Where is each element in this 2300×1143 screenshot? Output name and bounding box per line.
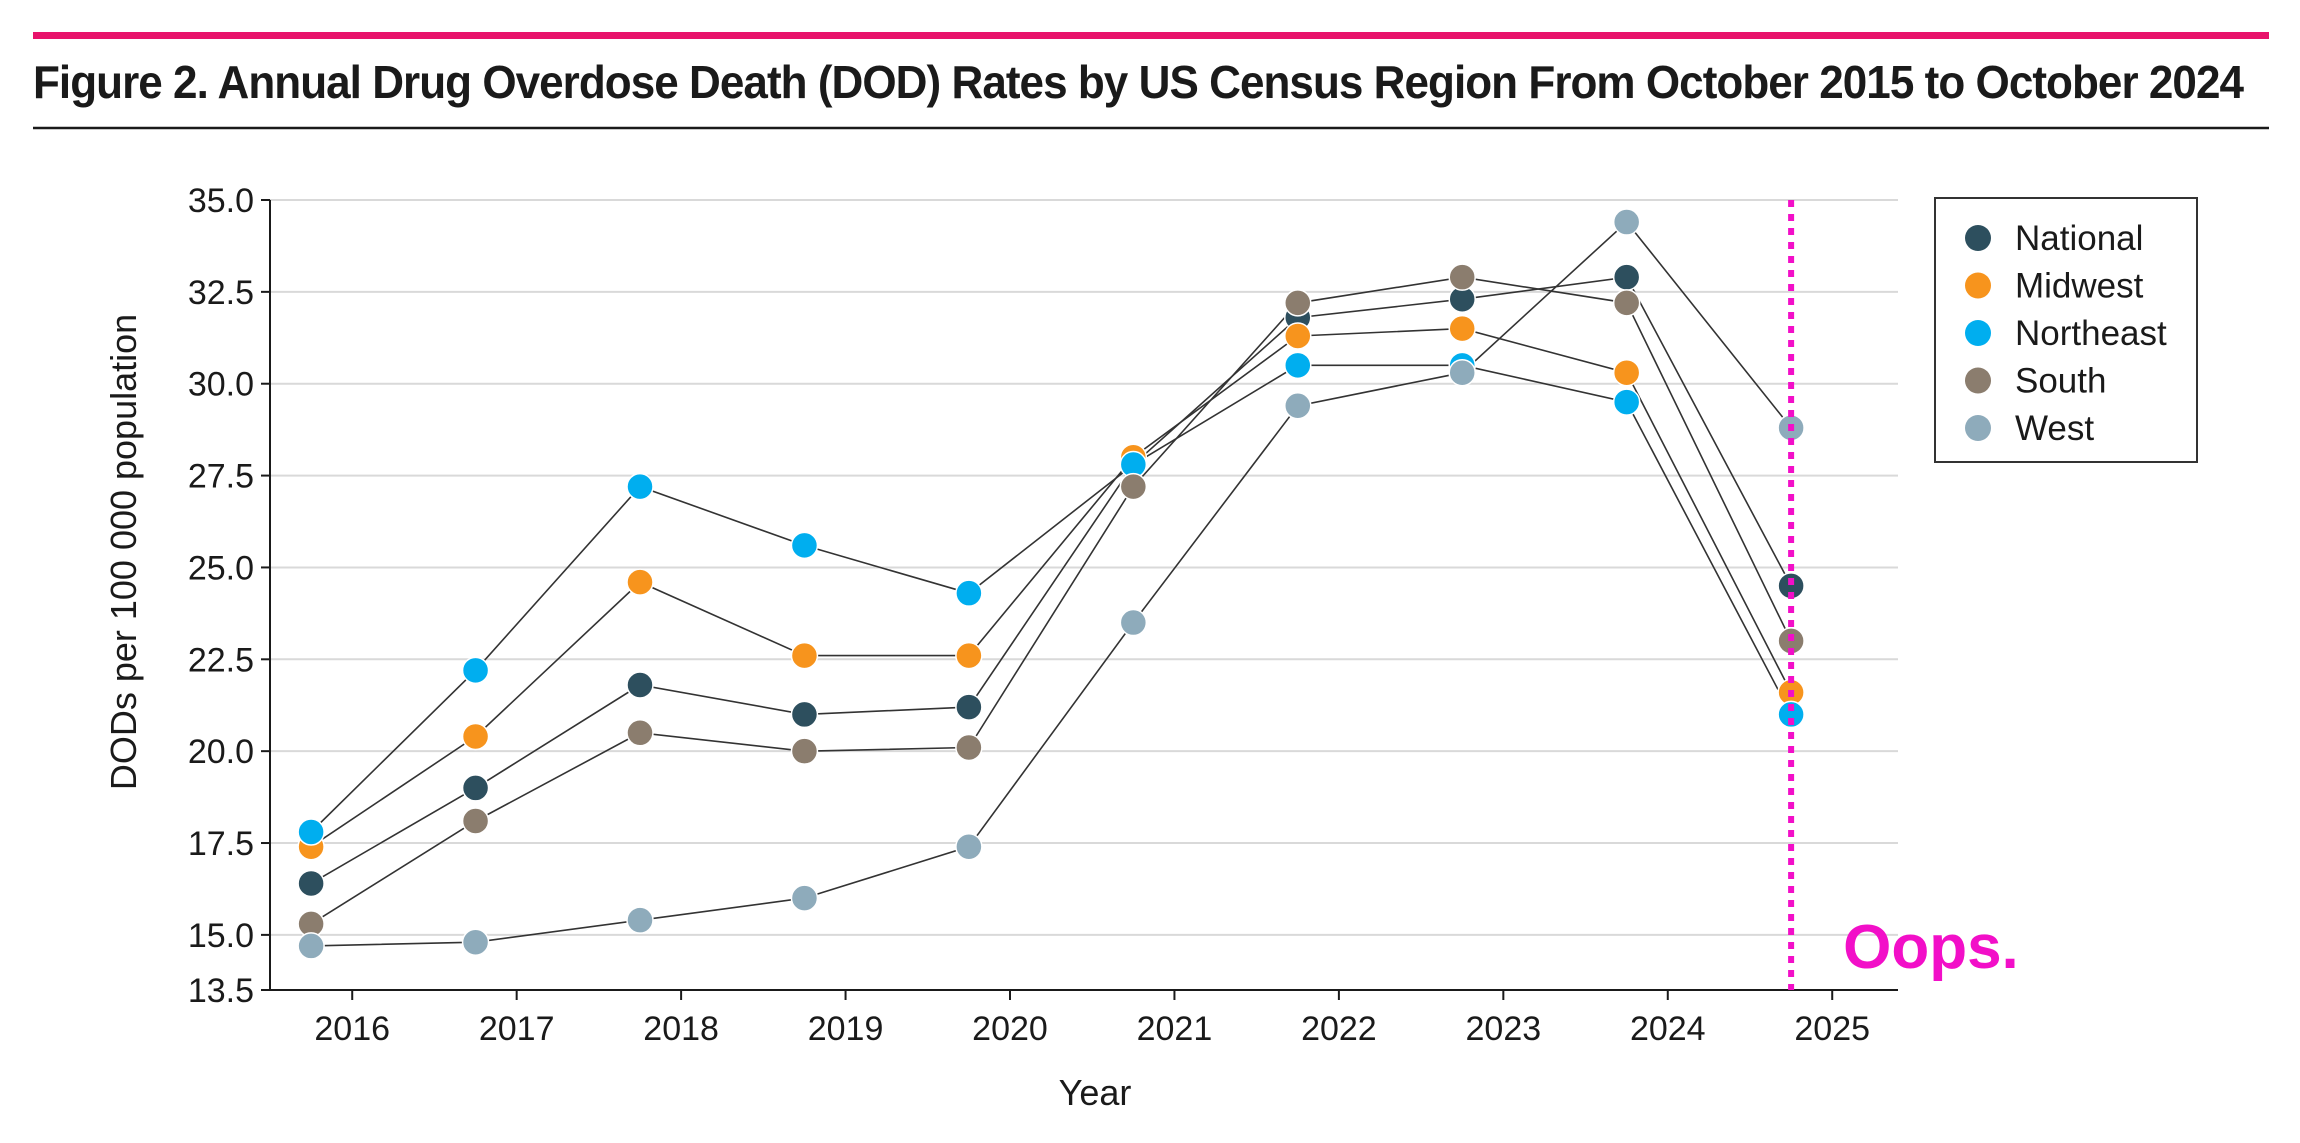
data-point-northeast (790, 531, 819, 560)
data-point-northeast (1777, 700, 1805, 729)
data-point-national (626, 671, 654, 699)
data-point-west (955, 832, 983, 861)
axes (261, 199, 1898, 1000)
data-point-south (1612, 289, 1641, 317)
series-points (297, 208, 1805, 960)
x-tick-label: 2023 (1466, 1010, 1542, 1048)
data-point-northeast (297, 818, 325, 846)
y-gridlines (270, 199, 1898, 936)
y-tick-label: 32.5 (188, 274, 254, 312)
y-tick-labels: 13.5 15.0 17.5 20.0 22.5 25.0 27.5 30.0 32.5 35.0 (188, 182, 254, 1010)
x-tick-label: 2021 (1137, 1010, 1213, 1048)
data-point-midwest (461, 722, 490, 751)
figure-title: Figure 2. Annual Drug Overdose Death (DO… (33, 56, 2244, 108)
data-point-south (1119, 472, 1148, 501)
series-line-south (310, 276, 1792, 925)
x-tick-label: 2016 (314, 1010, 390, 1048)
series-line-northeast (310, 364, 1792, 833)
data-point-west (1612, 208, 1641, 236)
data-point-south (461, 807, 490, 835)
legend-marker-south (1965, 367, 1991, 394)
y-tick-label: 30.0 (188, 366, 254, 404)
data-point-northeast (1612, 388, 1641, 416)
y-tick-label: 35.0 (188, 182, 254, 220)
y-tick-label: 15.0 (188, 917, 254, 955)
y-tick-label: 22.5 (188, 641, 254, 679)
data-point-national (461, 774, 490, 802)
data-point-northeast (1284, 351, 1312, 380)
legend-marker-west (1965, 415, 1991, 441)
legend-marker-northeast (1965, 320, 1991, 346)
x-tick-label: 2017 (479, 1010, 555, 1048)
data-point-midwest (790, 641, 819, 670)
x-tick-label: 2019 (808, 1010, 884, 1048)
data-point-west (1119, 608, 1148, 637)
x-tick-label: 2025 (1794, 1010, 1870, 1048)
data-point-midwest (1612, 358, 1641, 387)
data-point-midwest (1448, 314, 1476, 343)
data-point-south (790, 737, 819, 765)
data-point-west (297, 932, 325, 960)
series-line-west (311, 220, 1792, 947)
data-point-midwest (955, 641, 983, 670)
legend-marker-national (1965, 225, 1991, 251)
data-point-national (790, 700, 819, 729)
y-tick-label: 17.5 (188, 825, 254, 863)
data-point-national (1612, 263, 1641, 291)
data-point-northeast (626, 472, 654, 501)
legend-label-national: National (2015, 219, 2143, 258)
data-point-south (1448, 263, 1476, 291)
annotation-layer: Oops. (1788, 200, 2019, 990)
data-point-northeast (461, 656, 490, 685)
data-point-northeast (955, 579, 983, 607)
data-point-south (1284, 289, 1312, 317)
legend-label-midwest: Midwest (2015, 267, 2144, 306)
y-tick-label: 13.5 (188, 972, 254, 1010)
y-tick-label: 20.0 (188, 733, 254, 771)
series-line-midwest (310, 327, 1792, 848)
series-line-national (310, 276, 1792, 885)
data-point-west (1448, 358, 1476, 387)
series-lines (310, 220, 1792, 947)
annotation-text: Oops. (1843, 913, 2019, 982)
legend: National Midwest Northeast South West (1934, 197, 2198, 463)
x-tick-label: 2024 (1630, 1010, 1706, 1048)
data-point-west (461, 928, 490, 956)
y-tick-label: 25.0 (188, 549, 254, 587)
figure-top-accent-bar (33, 32, 2269, 39)
data-point-south (626, 719, 654, 747)
y-tick-label: 27.5 (188, 458, 254, 496)
data-point-west (790, 884, 819, 912)
data-point-midwest (1284, 322, 1312, 350)
data-point-national (955, 693, 983, 721)
data-point-west (626, 906, 654, 934)
data-point-national (297, 869, 325, 898)
x-tick-label: 2020 (972, 1010, 1048, 1048)
x-tick-label: 2018 (643, 1010, 719, 1048)
x-tick-labels: 2016 2017 2018 2019 2020 2021 2022 2023 2024 2025 (314, 1010, 1870, 1048)
y-axis-label: DODs per 100 000 population (103, 314, 144, 790)
x-axis-label: Year (1059, 1072, 1132, 1113)
x-tick-label: 2022 (1301, 1010, 1377, 1048)
data-point-south (955, 733, 983, 762)
data-point-midwest (626, 568, 654, 596)
legend-label-south: South (2015, 362, 2106, 401)
legend-label-northeast: Northeast (2015, 314, 2167, 353)
legend-marker-midwest (1965, 272, 1991, 299)
legend-label-west: West (2015, 409, 2094, 448)
data-point-west (1284, 392, 1312, 420)
